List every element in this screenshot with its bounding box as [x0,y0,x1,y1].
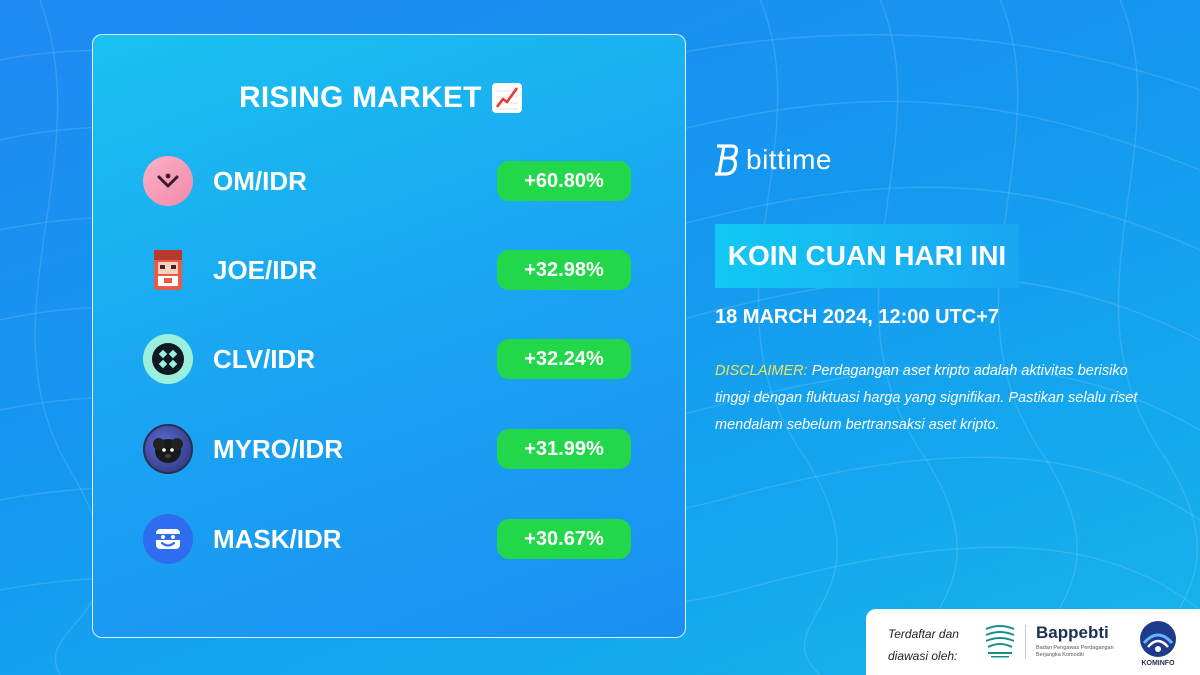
coin-pair-label: MASK/IDR [213,523,342,554]
card-title: RISING MARKET [239,81,522,115]
coin-row-joe[interactable]: JOE/IDR +32.98% [143,244,631,296]
regulator-footer: Terdaftar dan diawasi oleh: Bappebti Bad… [866,609,1200,675]
coin-pair-label: OM/IDR [213,165,307,196]
bappebti-subtitle: Badan Pengawas Perdagangan Berjangka Kom… [1036,645,1114,658]
footer-divider [1025,625,1026,659]
bittime-logo-icon [715,144,739,176]
joe-coin-icon [143,245,193,295]
headline-banner: KOIN CUAN HARI INI [715,224,1019,288]
coin-row-om[interactable]: OM/IDR +60.80% [143,155,631,207]
card-title-text: RISING MARKET [239,81,482,114]
brand-name: bittime [746,144,832,175]
bittime-brand: bittime [714,142,832,178]
registered-line-2: diawasi oleh: [888,649,958,663]
kemendag-logo-icon [985,625,1015,658]
percent-change-badge: +30.67% [497,519,631,559]
om-coin-icon [143,156,193,206]
coin-row-mask[interactable]: MASK/IDR +30.67% [143,513,631,565]
disclaimer: DISCLAIMER: Perdagangan aset kripto adal… [715,358,1155,439]
disclaimer-text: Perdagangan aset kripto adalah aktivitas… [715,363,1138,433]
myro-coin-icon [143,424,193,474]
kominfo-logo-icon [1140,621,1176,657]
percent-change-badge: +60.80% [497,161,631,201]
mask-coin-icon [143,514,193,564]
registered-text: Terdaftar dan diawasi oleh: [888,623,959,667]
coin-pair-label: MYRO/IDR [213,433,343,464]
coin-row-clv[interactable]: CLV/IDR +32.24% [143,333,631,385]
kominfo-label: KOMINFO [1141,660,1175,667]
registered-line-1: Terdaftar dan [888,627,959,641]
headline-text: KOIN CUAN HARI INI [727,240,1007,271]
bappebti-logo-text: Bappebti [1036,623,1109,642]
rising-market-card: RISING MARKET OM/IDR +60.80% [92,34,686,638]
percent-change-badge: +31.99% [497,429,631,469]
disclaimer-label: DISCLAIMER: [715,363,808,379]
chart-increasing-icon [491,83,522,113]
coin-pair-label: CLV/IDR [213,343,316,374]
percent-change-badge: +32.24% [497,339,631,379]
percent-change-badge: +32.98% [497,250,631,290]
date-time: 18 MARCH 2024, 12:00 UTC+7 [715,306,1000,328]
coin-pair-label: JOE/IDR [213,254,318,285]
coin-row-myro[interactable]: MYRO/IDR +31.99% [143,423,631,475]
clv-coin-icon [143,334,193,384]
